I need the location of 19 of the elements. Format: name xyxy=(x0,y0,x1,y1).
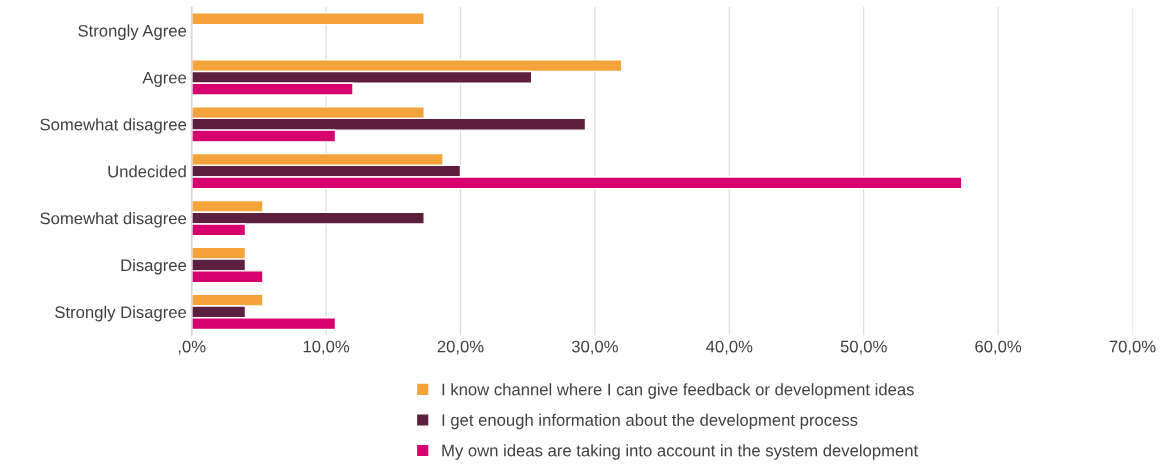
x-tick-label: ,0% xyxy=(178,340,206,355)
y-tick-label: Strongly Disagree xyxy=(55,305,187,322)
x-tick-label: 60,0% xyxy=(975,340,1022,355)
y-tick-label: Agree xyxy=(142,71,187,87)
x-tick-label: 50,0% xyxy=(840,340,887,355)
x-tick-label: 30,0% xyxy=(571,340,618,355)
legend-label: My own ideas are taking into account in the system development xyxy=(442,444,919,460)
y-tick-label: Strongly Agree xyxy=(78,24,187,40)
x-tick-label: 40,0% xyxy=(706,340,753,355)
y-tick-label: Undecided xyxy=(108,165,186,178)
x-tick-label: 10,0% xyxy=(303,340,350,355)
legend-label: I know channel where I can give feedback or development ideas xyxy=(442,383,914,399)
legend-label: I get enough information about the development process xyxy=(442,413,858,430)
y-tick-label: Disagree xyxy=(121,258,187,275)
y-tick-label: Somewhat disagree xyxy=(40,212,187,228)
x-tick-label: 20,0% xyxy=(437,340,484,355)
x-tick-label: 70,0% xyxy=(1109,340,1156,355)
y-tick-label: Somewhat disagree xyxy=(40,118,187,134)
bar xyxy=(191,12,425,26)
